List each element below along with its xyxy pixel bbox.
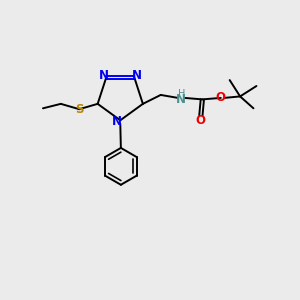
Text: N: N: [132, 69, 142, 82]
Text: N: N: [99, 69, 109, 82]
Text: S: S: [75, 103, 83, 116]
Text: O: O: [216, 92, 226, 104]
Text: O: O: [196, 114, 206, 127]
Text: N: N: [112, 115, 122, 128]
Text: H: H: [178, 89, 185, 99]
Text: N: N: [176, 93, 186, 106]
